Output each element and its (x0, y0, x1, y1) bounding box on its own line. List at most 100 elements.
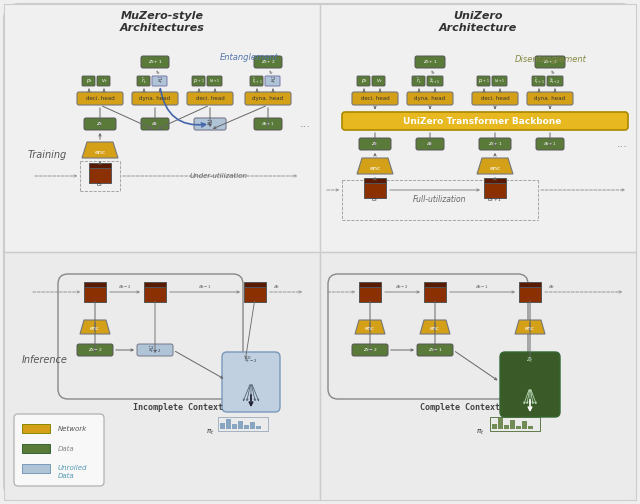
Text: $z_{t+2}$: $z_{t+2}$ (260, 58, 275, 66)
Text: $z_{t-2}$: $z_{t-2}$ (88, 346, 102, 354)
FancyBboxPatch shape (412, 76, 425, 86)
Text: dyna. head: dyna. head (534, 96, 566, 101)
Bar (497, 418, 502, 429)
Text: MuZero-style
Architectures: MuZero-style Architectures (120, 11, 204, 33)
Text: $a_{t-1}$: $a_{t-1}$ (198, 283, 212, 291)
Polygon shape (357, 158, 393, 174)
FancyBboxPatch shape (97, 76, 110, 86)
Text: $\hat{s}_t^1$: $\hat{s}_t^1$ (206, 118, 214, 130)
Bar (4, 252, 320, 500)
Polygon shape (515, 320, 545, 334)
Text: $\hat{z}_{t+1}$: $\hat{z}_{t+1}$ (429, 76, 441, 86)
Bar (243, 425, 248, 429)
Text: $a_{t-2}$: $a_{t-2}$ (118, 283, 132, 291)
Bar (359, 286, 381, 302)
Bar (89, 163, 111, 168)
Text: dyna. head: dyna. head (252, 96, 284, 101)
FancyBboxPatch shape (222, 352, 280, 412)
Text: $a_{t+1}$: $a_{t+1}$ (261, 120, 275, 128)
Text: $v_{t+1}$: $v_{t+1}$ (494, 77, 506, 85)
Text: $z_t$: $z_t$ (371, 140, 379, 148)
FancyBboxPatch shape (352, 92, 398, 105)
Text: $a_t$: $a_t$ (273, 283, 280, 291)
FancyBboxPatch shape (479, 138, 511, 150)
FancyBboxPatch shape (372, 76, 385, 86)
FancyBboxPatch shape (82, 76, 95, 86)
Bar (22, 444, 50, 453)
FancyBboxPatch shape (14, 414, 104, 486)
Text: Disentanglement: Disentanglement (515, 55, 587, 65)
FancyBboxPatch shape (194, 118, 226, 130)
Bar (504, 425, 509, 429)
Text: Inference: Inference (22, 355, 68, 365)
FancyBboxPatch shape (357, 76, 370, 86)
Bar (509, 420, 515, 429)
FancyBboxPatch shape (132, 92, 178, 105)
Bar (424, 286, 446, 302)
FancyBboxPatch shape (265, 76, 280, 86)
Text: $\hat{s}_t^2$: $\hat{s}_t^2$ (269, 76, 276, 86)
Text: Network: Network (58, 426, 87, 432)
Polygon shape (82, 142, 118, 158)
Text: $\hat{r}_{t+1}$: $\hat{r}_{t+1}$ (252, 76, 262, 86)
Text: $\hat{s}^1_{t-2}$: $\hat{s}^1_{t-2}$ (148, 345, 162, 355)
Text: enc: enc (430, 326, 440, 331)
Bar (22, 424, 50, 433)
FancyBboxPatch shape (407, 92, 453, 105)
Text: ...: ... (300, 119, 310, 129)
Text: $o_t$: $o_t$ (96, 181, 104, 189)
FancyBboxPatch shape (417, 344, 453, 356)
Text: $p_t$: $p_t$ (86, 77, 92, 85)
Bar (320, 252, 636, 500)
FancyBboxPatch shape (152, 76, 167, 86)
Bar (4, 4, 320, 252)
FancyBboxPatch shape (500, 352, 560, 417)
Text: enc: enc (90, 326, 100, 331)
Text: Entanglement: Entanglement (220, 53, 279, 62)
Bar (519, 282, 541, 287)
FancyBboxPatch shape (477, 76, 490, 86)
FancyBboxPatch shape (4, 4, 636, 500)
Text: enc: enc (490, 165, 500, 170)
Text: UniZero
Architecture: UniZero Architecture (439, 11, 517, 33)
Text: dyna. head: dyna. head (415, 96, 445, 101)
FancyBboxPatch shape (527, 92, 573, 105)
Text: enc: enc (525, 326, 535, 331)
Text: $z_{t-2}$: $z_{t-2}$ (363, 346, 378, 354)
Text: $a_{t-1}$: $a_{t-1}$ (475, 283, 489, 291)
Text: $\hat{r}_t$: $\hat{r}_t$ (141, 76, 147, 86)
Text: $a_t$: $a_t$ (426, 140, 434, 148)
FancyBboxPatch shape (535, 56, 565, 68)
Bar (237, 421, 243, 429)
FancyBboxPatch shape (245, 92, 291, 105)
Polygon shape (355, 320, 385, 334)
Bar (218, 417, 268, 431)
Text: enc: enc (365, 326, 375, 331)
FancyBboxPatch shape (415, 56, 445, 68)
Bar (519, 286, 541, 302)
Text: deci. head: deci. head (86, 96, 115, 101)
Bar (244, 282, 266, 287)
Polygon shape (477, 158, 513, 174)
Bar (484, 182, 506, 198)
FancyBboxPatch shape (427, 76, 443, 86)
Text: $\hat{s}_t^1$: $\hat{s}_t^1$ (157, 76, 163, 86)
Text: $z_{t+1}$: $z_{t+1}$ (148, 58, 163, 66)
Text: deci. head: deci. head (481, 96, 509, 101)
Text: $o_{t+1}$: $o_{t+1}$ (487, 196, 502, 204)
Text: $\pi_t$: $\pi_t$ (476, 427, 484, 436)
FancyBboxPatch shape (547, 76, 563, 86)
Text: $p_{t+1}$: $p_{t+1}$ (478, 77, 490, 85)
FancyBboxPatch shape (359, 138, 391, 150)
Text: enc: enc (94, 150, 106, 155)
Text: $p_t$: $p_t$ (360, 77, 367, 85)
FancyBboxPatch shape (137, 76, 150, 86)
FancyBboxPatch shape (254, 56, 282, 68)
Bar (255, 426, 260, 429)
Text: $z_{t+1}$: $z_{t+1}$ (488, 140, 502, 148)
Bar (144, 282, 166, 287)
Text: ...: ... (616, 139, 627, 149)
Bar (22, 464, 50, 473)
Bar (515, 426, 520, 429)
Text: $\hat{r}_{t+1}$: $\hat{r}_{t+1}$ (534, 76, 545, 86)
